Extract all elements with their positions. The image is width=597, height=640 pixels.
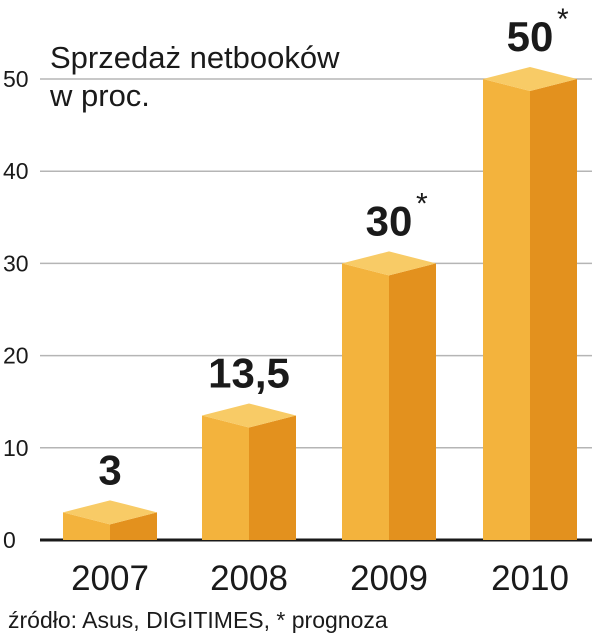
bar-top-face — [342, 251, 436, 276]
x-axis-labels: 2007 2008 2009 2010 — [71, 559, 569, 598]
bar-value-label: 50 — [507, 13, 554, 60]
y-tick-label: 30 — [3, 250, 29, 276]
bar-side-face — [249, 415, 296, 540]
y-tick-label: 10 — [3, 435, 29, 461]
x-tick-label: 2010 — [491, 559, 569, 598]
bar-side-face — [530, 79, 577, 540]
forecast-marker: * — [416, 187, 428, 220]
bar-top-face — [63, 500, 157, 525]
source-note: źródło: Asus, DIGITIMES, * prognoza — [8, 607, 388, 633]
bar-front-face — [63, 512, 110, 540]
forecast-marker: * — [557, 3, 569, 36]
bar-2007: 3 — [63, 446, 157, 540]
x-tick-label: 2007 — [71, 559, 149, 598]
y-axis-ticks: 0 10 20 30 40 50 — [3, 66, 29, 553]
bars: 313,530 *50 * — [63, 3, 577, 540]
y-tick-label: 50 — [3, 66, 29, 92]
y-tick-label: 0 — [3, 527, 16, 553]
x-tick-label: 2009 — [350, 559, 428, 598]
bar-2008: 13,5 — [202, 350, 296, 540]
y-tick-label: 20 — [3, 343, 29, 369]
x-tick-label: 2008 — [210, 559, 288, 598]
bar-front-face — [342, 263, 389, 540]
bar-2009: 30 * — [342, 187, 436, 540]
bar-top-face — [483, 67, 577, 91]
bar-side-face — [389, 263, 436, 540]
bar-2010: 50 * — [483, 3, 577, 540]
chart-title-line2: w proc. — [49, 78, 150, 113]
bar-value-label: 3 — [98, 446, 121, 493]
bar-value-label: 30 — [366, 197, 413, 244]
bar-side-face — [110, 512, 157, 540]
bar-front-face — [202, 415, 249, 540]
chart-title-line1: Sprzedaż netbooków — [50, 40, 340, 75]
bar-top-face — [202, 403, 296, 428]
bar-value-label: 13,5 — [208, 350, 290, 397]
bar-front-face — [483, 79, 530, 540]
y-tick-label: 40 — [3, 158, 29, 184]
